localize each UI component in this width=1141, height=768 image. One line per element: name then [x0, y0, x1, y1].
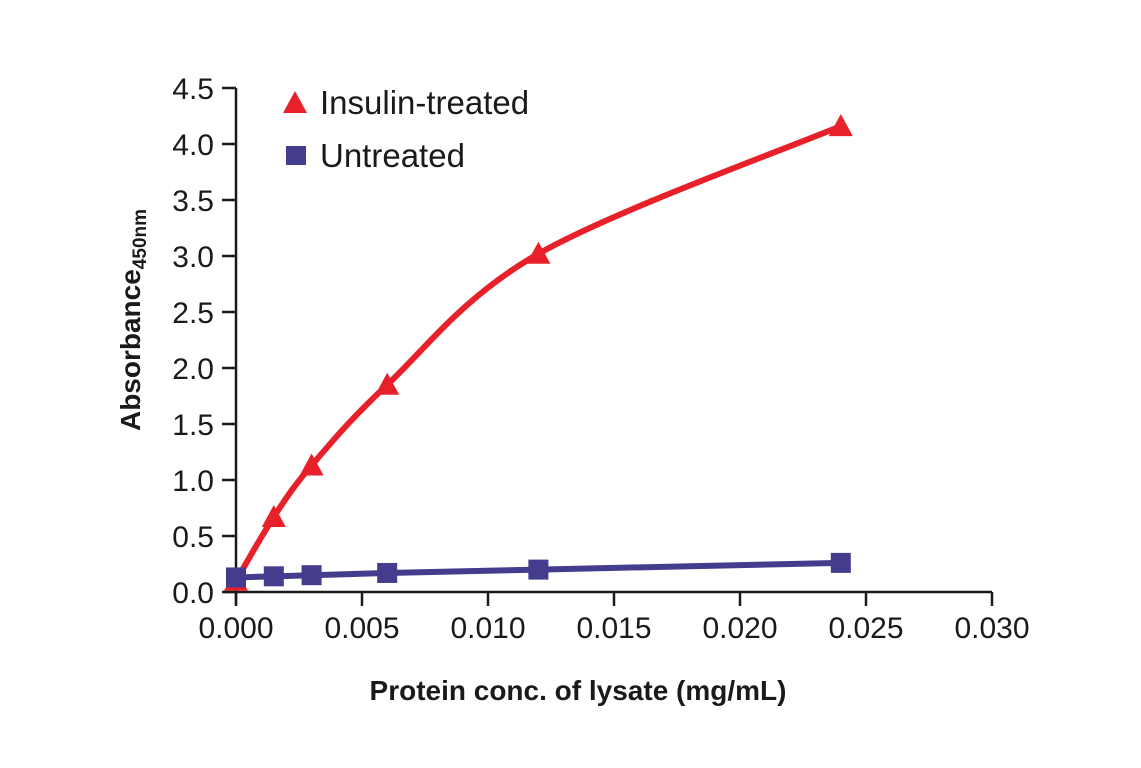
- y-tick-label: 2.0: [172, 353, 214, 386]
- data-point-square: [226, 567, 246, 588]
- x-axis-title: Protein conc. of lysate (mg/mL): [370, 675, 787, 706]
- y-axis-title-main: Absorbance: [115, 269, 146, 431]
- data-point-triangle: [828, 114, 853, 137]
- legend-item-insulin-treated: Insulin-treated: [283, 84, 529, 121]
- y-tick-label: 4.5: [172, 73, 214, 106]
- data-point-square: [263, 566, 284, 587]
- x-axis-ticks: 0.000 0.005 0.010 0.015 0.020 0.025 0.030: [198, 592, 1030, 645]
- y-axis-ticks: 0.0 0.5 1.0 1.5 2.0 2.5 3.0 3.5 4.0 4.5: [172, 73, 236, 610]
- series-layer: [224, 114, 853, 591]
- x-tick-label: 0.015: [576, 612, 651, 645]
- x-tick-label: 0.030: [954, 612, 1029, 645]
- square-marker-icon: [286, 146, 306, 165]
- legend-label-untreated: Untreated: [320, 137, 465, 174]
- data-point-triangle: [375, 372, 400, 395]
- data-point-square: [301, 565, 322, 586]
- y-tick-label: 2.5: [172, 297, 214, 330]
- series-insulin-treated: [224, 114, 853, 591]
- x-tick-label: 0.020: [702, 612, 777, 645]
- y-tick-label: 0.0: [172, 577, 214, 610]
- y-tick-label: 3.0: [172, 241, 214, 274]
- series-line: [233, 123, 844, 584]
- legend: Insulin-treated Untreated: [283, 84, 529, 174]
- data-point-triangle: [299, 453, 324, 476]
- axes: [224, 88, 992, 604]
- x-tick-label: 0.005: [324, 612, 399, 645]
- series-untreated: [226, 552, 851, 588]
- y-tick-label: 0.5: [172, 521, 214, 554]
- y-axis-title-subscript: 450nm: [130, 209, 151, 269]
- data-point-square: [528, 559, 549, 580]
- x-tick-label: 0.025: [828, 612, 903, 645]
- y-tick-label: 1.5: [172, 409, 214, 442]
- x-tick-label: 0.000: [198, 612, 273, 645]
- legend-item-untreated: Untreated: [286, 137, 465, 174]
- data-point-square: [830, 552, 851, 573]
- y-axis-title: Absorbance450nm: [115, 209, 151, 431]
- triangle-marker-icon: [283, 91, 307, 113]
- legend-label-insulin-treated: Insulin-treated: [320, 84, 529, 121]
- data-point-triangle: [526, 241, 551, 264]
- y-tick-label: 3.5: [172, 185, 214, 218]
- y-tick-label: 1.0: [172, 465, 214, 498]
- x-tick-label: 0.010: [450, 612, 525, 645]
- y-tick-label: 4.0: [172, 129, 214, 162]
- data-point-triangle: [261, 504, 286, 527]
- data-point-square: [377, 562, 398, 583]
